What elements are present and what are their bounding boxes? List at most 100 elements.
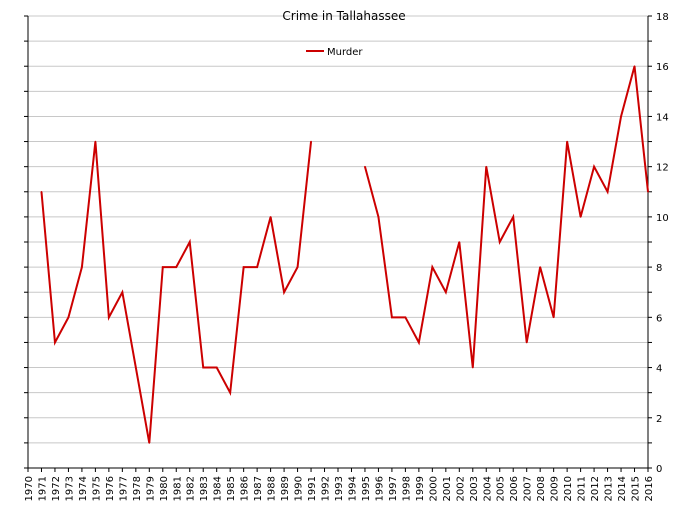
data-point [188,241,191,243]
data-point [121,291,124,294]
x-tick-label: 1979 [145,476,156,501]
x-tick-label: 1975 [91,476,102,501]
data-point [552,316,555,319]
data-point [539,266,541,268]
y-tick-label: 0 [656,464,662,475]
data-point [458,241,461,243]
data-point [593,165,595,168]
x-tick-label: 1993 [334,476,345,501]
y-tick-label: 16 [656,62,669,73]
data-point [647,190,649,193]
y-tick-label: 8 [656,263,662,274]
data-point [242,266,245,268]
data-point [485,165,488,168]
x-tick-label: 1970 [24,476,35,501]
data-point [418,341,420,344]
x-tick-label: 2008 [536,476,547,501]
data-point [310,140,312,143]
x-tick-label: 1999 [415,476,426,501]
x-tick-label: 1974 [78,476,89,501]
x-tick-label: 1971 [37,476,48,501]
y-tick-label: 14 [656,112,669,123]
x-tick-label: 1985 [226,476,237,501]
x-tick-label: 1986 [240,476,251,501]
legend-label-murder: Murder [327,47,363,58]
x-tick-label: 1990 [294,476,305,501]
x-tick-label: 2014 [617,476,628,501]
x-tick-label: 1980 [159,476,170,501]
data-point [377,216,380,218]
data-point [606,190,609,193]
data-point [579,216,582,218]
y-tick-label: 10 [656,213,669,224]
x-tick-label: 1997 [388,476,399,501]
data-point [364,165,366,168]
series-layer [40,65,649,444]
data-point [175,266,178,268]
x-tick-label: 2010 [563,476,574,501]
data-point [620,115,622,118]
y-tick-label: 12 [656,163,669,174]
x-tick-label: 1984 [213,476,224,501]
x-tick-label: 2001 [442,476,453,501]
x-tick-label: 2003 [469,476,480,501]
data-point [161,266,164,268]
data-point [269,216,272,218]
x-tick-label: 1992 [321,476,332,501]
data-point [431,266,434,268]
x-tick-label: 2016 [644,476,655,501]
data-point [445,291,447,294]
y-tick-label: 18 [656,12,669,23]
data-point [202,366,205,369]
data-point [283,291,285,294]
x-tick-label: 1973 [64,476,75,501]
data-point [566,140,568,143]
data-point [54,341,56,344]
x-tick-label: 2005 [496,476,507,501]
x-tick-label: 1998 [401,476,412,501]
x-tick-label: 1977 [118,476,129,501]
data-point [229,391,231,394]
x-tick-label: 1983 [199,476,210,501]
x-tick-label: 1991 [307,476,318,501]
x-tick-label: 1972 [51,476,62,501]
data-point [94,140,97,143]
x-tick-label: 1988 [267,476,278,501]
data-point [40,190,43,193]
data-point [296,266,299,268]
x-tick-label: 1978 [132,476,143,501]
x-tick-label: 1996 [374,476,385,501]
data-point [215,366,218,369]
x-tick-label: 2004 [482,476,493,501]
x-tick-label: 1994 [347,476,358,501]
x-tick-label: 1976 [105,476,116,501]
x-axis: 1970 1971 1972 1973 1974 1975 1976 1977 1978 1979… [24,467,655,501]
chart-title: Crime in Tallahassee [282,9,405,23]
x-tick-label: 2002 [455,476,466,501]
y-tick-label: 2 [656,414,662,425]
x-tick-label: 2011 [577,476,588,501]
data-point [525,341,528,344]
y-axis: 0 2 4 6 8 10 12 14 16 18 [24,12,669,475]
y-tick-label: 6 [656,313,662,324]
x-tick-label: 2009 [550,476,561,501]
series-line-murder [363,65,649,368]
data-point [404,316,407,319]
x-tick-label: 2007 [523,476,534,501]
data-point [135,366,137,369]
data-point [256,266,258,268]
x-tick-label: 1987 [253,476,264,501]
data-point [148,442,151,444]
data-point [391,316,393,319]
y-tick-label: 4 [656,364,662,375]
x-tick-label: 2015 [631,476,642,501]
data-point [498,241,501,243]
x-tick-label: 1995 [361,476,372,501]
data-point [512,216,515,218]
legend: Murder [306,47,363,58]
data-point [633,65,636,68]
x-tick-label: 1989 [280,476,291,501]
x-tick-label: 2013 [604,476,615,501]
